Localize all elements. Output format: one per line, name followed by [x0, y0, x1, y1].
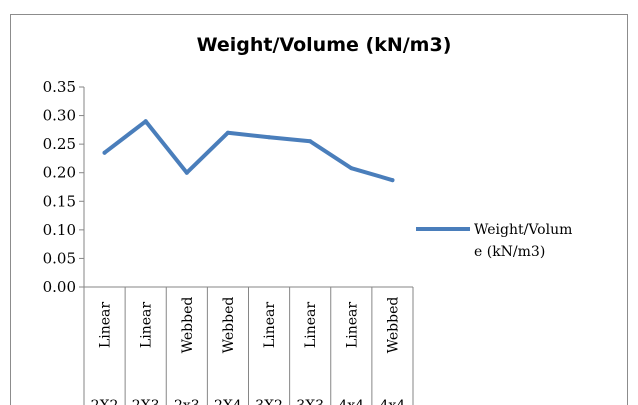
category-group-label: 3X2: [255, 398, 283, 405]
y-tick-label: 0.10: [43, 221, 76, 239]
data-point: [267, 135, 272, 140]
y-tick-label: 0.25: [43, 135, 76, 153]
category-group-label: 2x3: [174, 398, 200, 405]
series-line: [102, 119, 395, 183]
data-point: [225, 130, 230, 135]
category-label: Webbed: [180, 297, 196, 354]
category-group-label: 2X3: [132, 398, 160, 405]
series-layer: [102, 119, 395, 183]
data-point: [102, 150, 107, 155]
category-label: Linear: [262, 302, 278, 348]
y-tick-label: 0.15: [43, 192, 76, 210]
y-tick-label: 0.05: [43, 249, 76, 267]
y-tick-label: 0.20: [43, 164, 76, 182]
y-tick-label: 0.30: [43, 107, 76, 125]
category-label: Linear: [139, 302, 155, 348]
category-group-label: 3X3: [296, 398, 324, 405]
chart-border: [10, 14, 628, 405]
category-group-label: 2X4: [214, 398, 242, 405]
data-point: [143, 119, 148, 124]
category-group-label: 4x4: [338, 398, 364, 405]
data-point: [184, 170, 189, 175]
category-label: Linear: [98, 302, 114, 348]
category-label: Webbed: [385, 297, 401, 354]
category-group-label: 2X2: [91, 398, 119, 405]
legend-label: Weight/Volum: [474, 222, 572, 238]
data-point: [308, 139, 313, 144]
plot-area: 0.00 0.05 0.10 0.15 0.20 0.25 0.30 0.35 Linear 2X…: [43, 78, 414, 405]
category-label: Webbed: [221, 297, 237, 354]
data-point: [390, 178, 395, 183]
data-point: [349, 166, 354, 171]
chart-title: Weight/Volume (kN/m3): [197, 34, 452, 56]
legend-label: e (kN/m3): [474, 244, 545, 260]
category-group-label: 4x4: [380, 398, 406, 405]
y-tick-label: 0.35: [43, 78, 76, 96]
y-tick-label: 0.00: [43, 278, 76, 296]
category-label: Linear: [303, 302, 319, 348]
category-label: Linear: [344, 302, 360, 348]
legend: Weight/Volum e (kN/m3): [416, 222, 572, 260]
